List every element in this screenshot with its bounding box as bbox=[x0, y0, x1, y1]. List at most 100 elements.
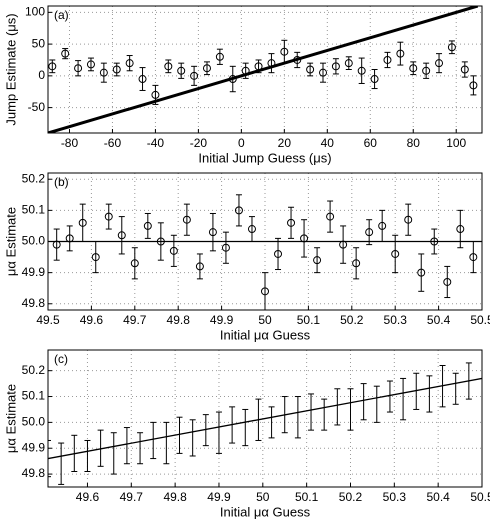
point bbox=[151, 90, 160, 99]
point bbox=[378, 221, 387, 230]
error-bar bbox=[281, 396, 288, 434]
axes-frame bbox=[47, 172, 483, 311]
error-bar bbox=[358, 57, 365, 84]
error-bar bbox=[242, 62, 249, 79]
x-tick-label: 50.4 bbox=[427, 313, 451, 327]
y-tick-label: 49.8 bbox=[22, 296, 46, 310]
error-bar bbox=[131, 247, 138, 280]
y-tick-label: 50 bbox=[32, 36, 46, 50]
error-bar bbox=[397, 41, 404, 66]
x-tick-label: 50 bbox=[256, 490, 270, 504]
point bbox=[319, 68, 328, 77]
error-bar bbox=[384, 51, 391, 69]
x-tick-label: 60 bbox=[364, 136, 378, 150]
error-bar bbox=[255, 59, 262, 74]
axes-frame bbox=[47, 5, 483, 134]
error-bar bbox=[118, 216, 125, 255]
error-bar bbox=[288, 206, 295, 239]
error-bar bbox=[242, 408, 249, 447]
point bbox=[469, 253, 478, 262]
error-bar bbox=[66, 225, 73, 252]
point bbox=[48, 62, 57, 71]
x-tick-label: 80 bbox=[407, 136, 421, 150]
point bbox=[326, 212, 335, 221]
point bbox=[447, 43, 456, 52]
point bbox=[99, 68, 108, 77]
panel-label: (b) bbox=[54, 175, 69, 189]
error-bar bbox=[347, 388, 354, 431]
x-tick-label: 49.8 bbox=[163, 490, 187, 504]
error-bar bbox=[84, 439, 91, 472]
point bbox=[370, 75, 379, 84]
x-tick-label: 49.6 bbox=[80, 313, 104, 327]
error-bar bbox=[444, 265, 451, 299]
point bbox=[164, 62, 173, 71]
point bbox=[117, 231, 126, 240]
point bbox=[306, 65, 315, 74]
point bbox=[435, 59, 444, 68]
point bbox=[138, 75, 147, 84]
x-axis-label: Initial Jump Guess (μs) bbox=[198, 150, 331, 165]
error-bar bbox=[334, 388, 341, 426]
error-bar bbox=[332, 58, 339, 75]
point bbox=[234, 206, 243, 215]
error-bar bbox=[405, 203, 412, 236]
point bbox=[409, 64, 418, 73]
x-tick-label: 50.4 bbox=[426, 490, 450, 504]
error-bar bbox=[457, 209, 464, 249]
error-bar bbox=[229, 406, 236, 444]
x-tick-label: 50.1 bbox=[295, 490, 319, 504]
plot-area bbox=[48, 194, 482, 310]
error-bar bbox=[461, 61, 468, 78]
point bbox=[422, 66, 431, 75]
point bbox=[293, 55, 302, 64]
error-bar bbox=[314, 247, 321, 274]
y-tick-label: 50.2 bbox=[22, 171, 46, 185]
error-bar bbox=[235, 194, 242, 227]
error-bar bbox=[248, 216, 255, 242]
x-tick-label: 49.7 bbox=[120, 490, 144, 504]
point bbox=[313, 256, 322, 265]
point bbox=[287, 218, 296, 227]
error-bar bbox=[448, 40, 455, 55]
error-bar bbox=[53, 228, 60, 261]
error-bar bbox=[307, 62, 314, 77]
error-bar bbox=[392, 234, 399, 274]
error-bar bbox=[79, 203, 86, 242]
error-bar bbox=[87, 57, 94, 72]
x-tick-label: 0 bbox=[238, 136, 245, 150]
error-bar bbox=[340, 225, 347, 264]
error-bar bbox=[470, 241, 477, 274]
x-tick-label: -60 bbox=[104, 136, 122, 150]
error-bar bbox=[268, 406, 275, 439]
point bbox=[339, 240, 348, 249]
error-bar bbox=[92, 241, 99, 274]
y-axis-label: Jump Estimate (μs) bbox=[3, 13, 18, 125]
error-bar bbox=[150, 421, 157, 460]
point bbox=[195, 262, 204, 271]
x-tick-label: 50.3 bbox=[383, 490, 407, 504]
plot-area bbox=[48, 6, 479, 133]
point bbox=[65, 234, 74, 243]
error-bar bbox=[255, 398, 262, 441]
y-tick-label: 50.2 bbox=[22, 363, 46, 377]
error-bar bbox=[345, 56, 352, 70]
error-bar bbox=[371, 69, 378, 90]
error-bar bbox=[431, 228, 438, 255]
error-bar bbox=[165, 59, 172, 74]
point bbox=[280, 47, 289, 56]
error-bar bbox=[366, 219, 373, 246]
error-bar bbox=[400, 377, 407, 421]
point bbox=[417, 268, 426, 277]
point bbox=[456, 225, 465, 234]
error-bar bbox=[113, 62, 120, 77]
error-bar bbox=[176, 416, 183, 454]
error-bar bbox=[170, 234, 177, 267]
point bbox=[169, 246, 178, 255]
x-tick-label: 49.9 bbox=[210, 313, 234, 327]
error-bar bbox=[100, 62, 107, 83]
x-tick-label: 50.2 bbox=[340, 313, 364, 327]
error-bar bbox=[58, 442, 65, 485]
x-tick-label: 20 bbox=[278, 136, 292, 150]
error-bar bbox=[178, 62, 185, 79]
